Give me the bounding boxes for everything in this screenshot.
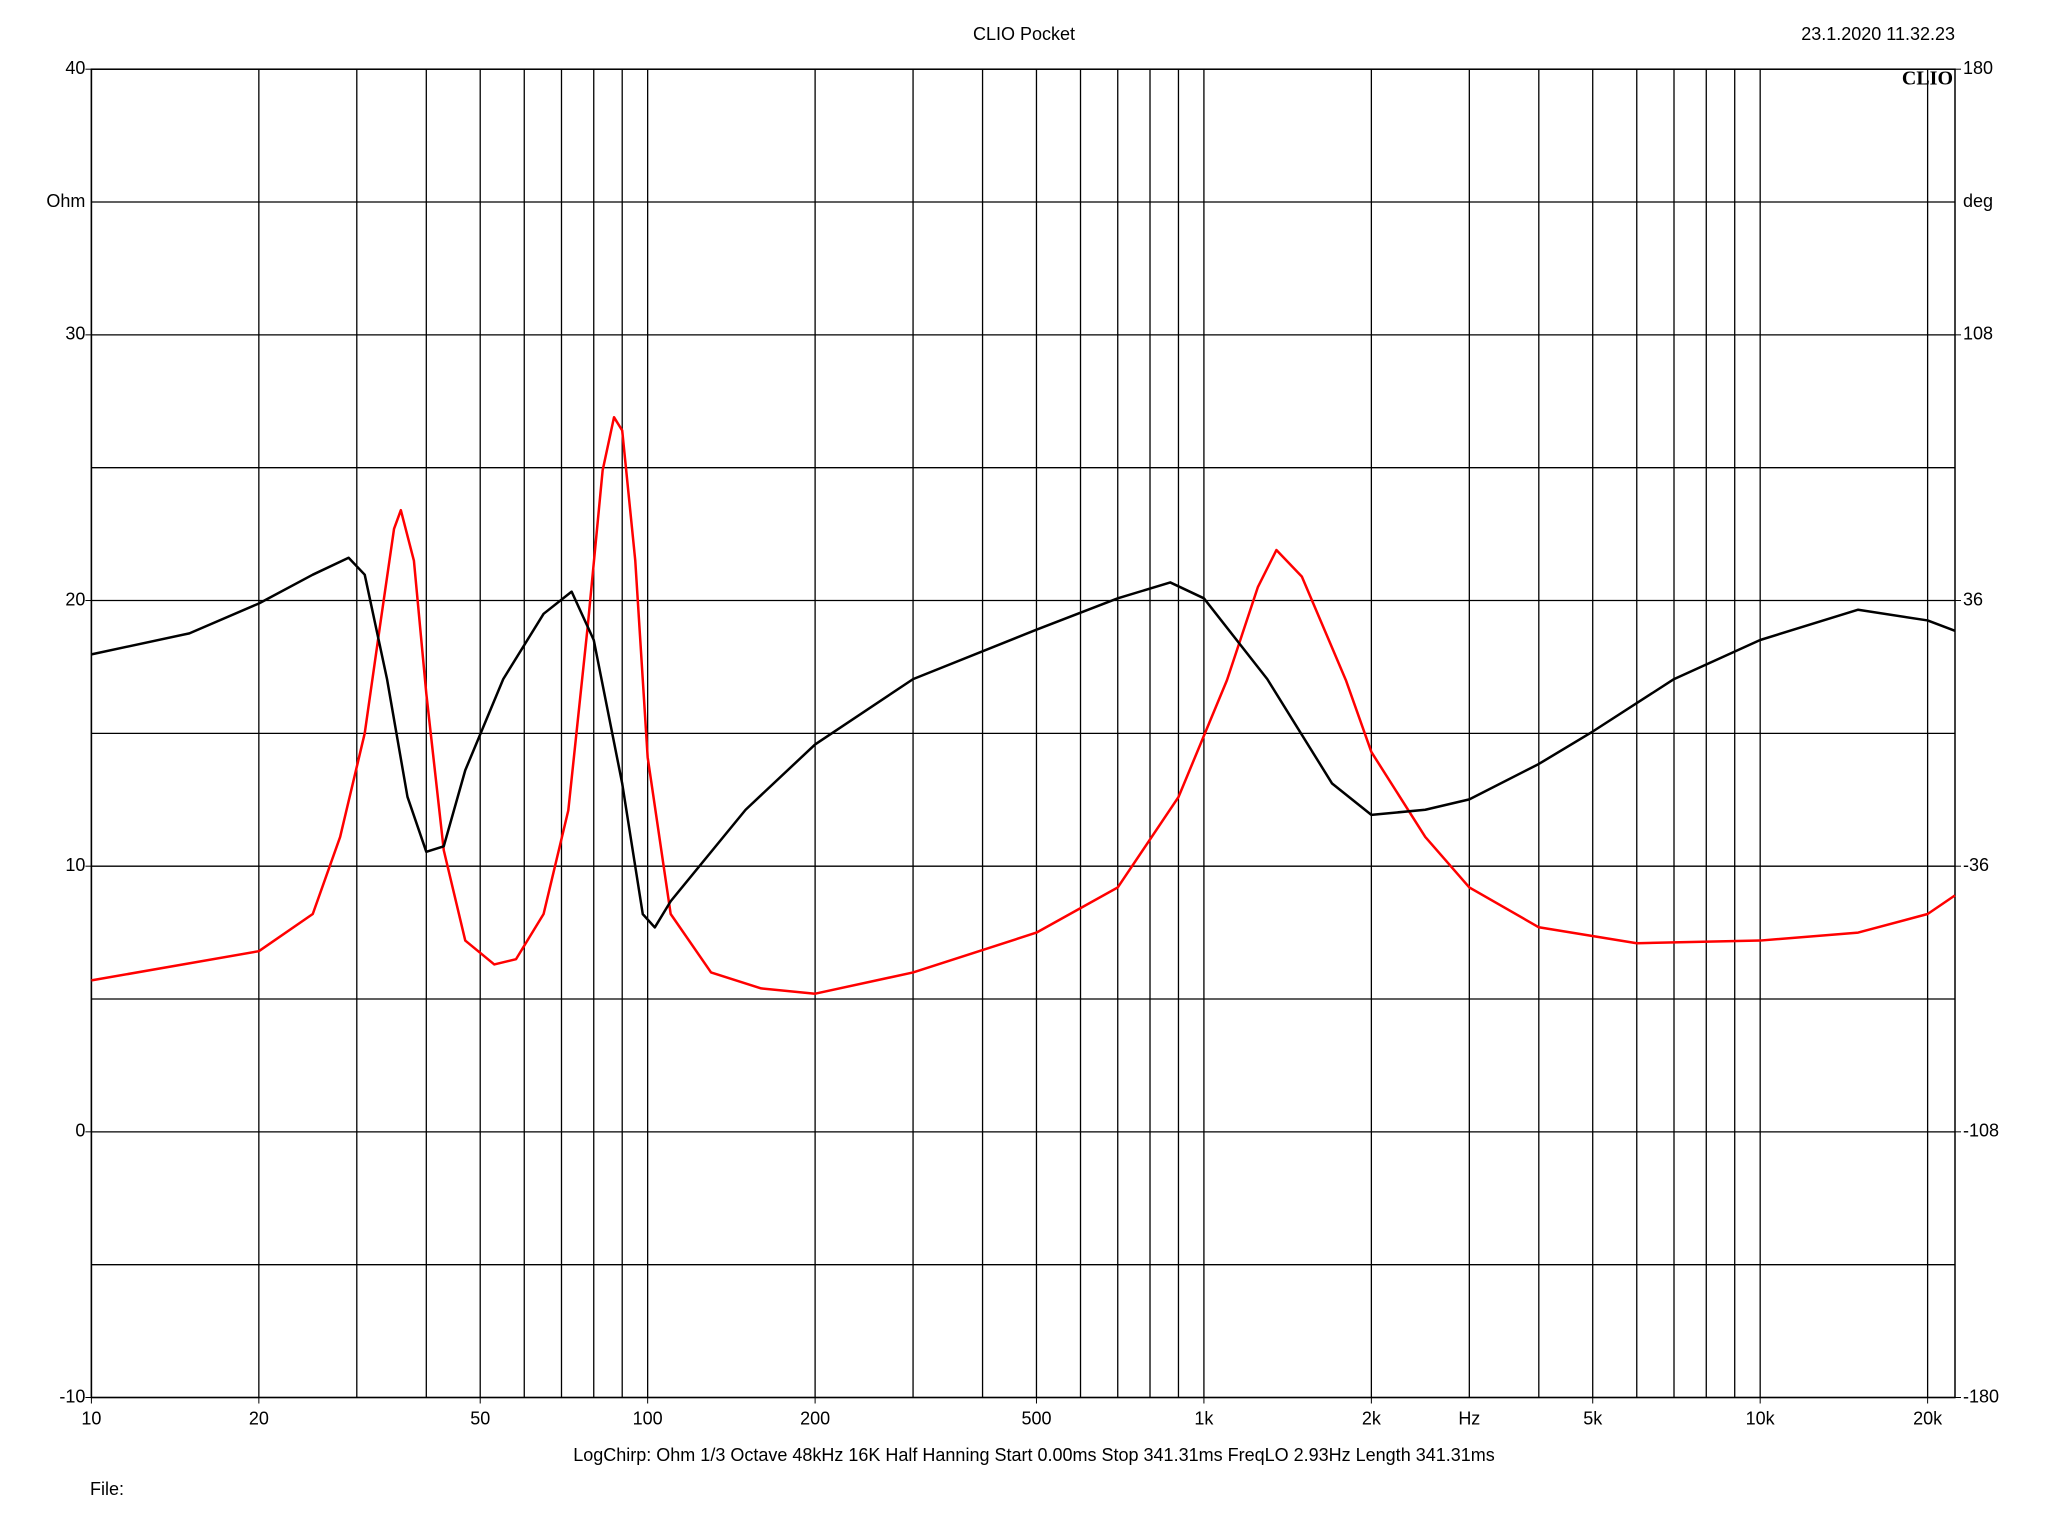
y-axis-label: Ohm <box>46 191 85 211</box>
x-tick-label: 200 <box>800 1408 830 1428</box>
data-line <box>91 415 1956 995</box>
y-tick-label: 0 <box>75 1121 85 1141</box>
x-tick-label: 5k <box>1583 1408 1603 1428</box>
data-line <box>91 556 1956 929</box>
x-tick-label: 20k <box>1913 1408 1943 1428</box>
x-tick-label: 10 <box>81 1408 101 1428</box>
file-label: File: <box>90 1479 124 1499</box>
y2-tick-label: 108 <box>1963 324 1993 344</box>
x-tick-label: 1k <box>1194 1408 1214 1428</box>
x-tick-label: 10k <box>1746 1408 1776 1428</box>
y-tick-label: 10 <box>65 855 85 875</box>
x-tick-label: 50 <box>470 1408 490 1428</box>
x-tick-label: 2k <box>1362 1408 1382 1428</box>
x-tick-label: 100 <box>633 1408 663 1428</box>
x-tick-label: 20 <box>249 1408 269 1428</box>
plot-frame <box>90 68 1956 1399</box>
y-tick-label: 40 <box>65 58 85 78</box>
y2-tick-label: 36 <box>1963 589 1983 609</box>
y2-tick-label: -180 <box>1963 1386 1999 1406</box>
y2-axis-label: deg <box>1963 191 1993 211</box>
footer: LogChirp: Ohm 1/3 Octave 48kHz 16K Half … <box>573 1445 1495 1465</box>
chart-title: CLIO Pocket <box>973 24 1075 44</box>
y2-tick-label: -36 <box>1963 855 1989 875</box>
x-tick-label: 500 <box>1021 1408 1051 1428</box>
y-tick-label: 20 <box>65 589 85 609</box>
x-axis-label: Hz <box>1458 1408 1480 1428</box>
y2-tick-label: 180 <box>1963 58 1993 78</box>
y-tick-label: 30 <box>65 324 85 344</box>
y-tick-label: -10 <box>59 1386 85 1406</box>
timestamp: 23.1.2020 11.32.23 <box>1801 24 1955 44</box>
y2-tick-label: -108 <box>1963 1121 1999 1141</box>
